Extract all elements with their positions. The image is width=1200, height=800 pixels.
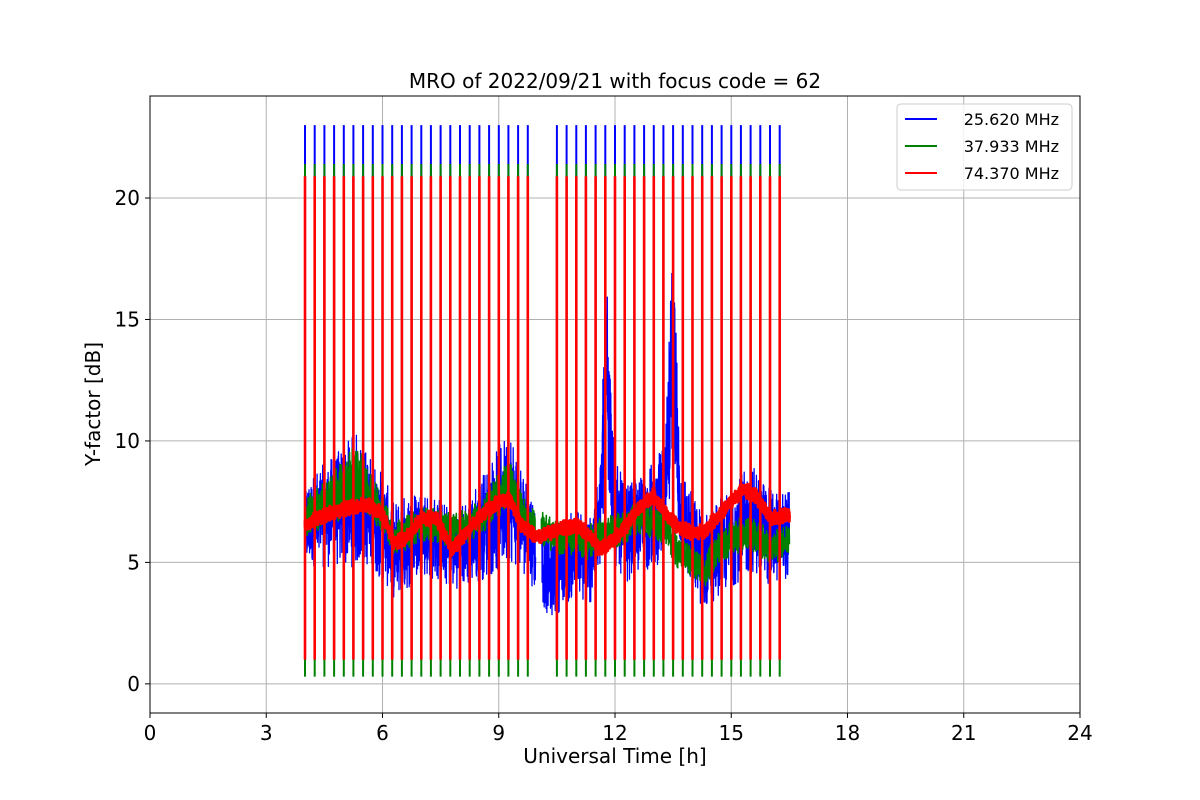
x-tick-label: 24 <box>1067 721 1092 745</box>
axis-ticks: 0 3 6 9 12 15 18 21 24 0 5 10 15 20 <box>115 186 1093 745</box>
y-axis-label: Y-factor [dB] <box>81 342 105 467</box>
x-tick-label: 9 <box>492 721 505 745</box>
x-tick-label: 3 <box>260 721 273 745</box>
legend-box <box>896 103 1073 191</box>
legend-label: 25.620 MHz <box>964 110 1059 129</box>
y-tick-label: 20 <box>115 186 140 210</box>
y-tick-label: 15 <box>115 307 140 331</box>
x-tick-label: 0 <box>144 721 157 745</box>
y-tick-label: 10 <box>115 429 140 453</box>
x-tick-label: 6 <box>376 721 389 745</box>
y-tick-label: 5 <box>127 550 140 574</box>
series-74-370-MHz <box>303 176 791 660</box>
y-tick-label: 0 <box>127 672 140 696</box>
x-tick-label: 18 <box>835 721 860 745</box>
x-tick-label: 15 <box>719 721 744 745</box>
chart-title: MRO of 2022/09/21 with focus code = 62 <box>409 69 821 93</box>
x-tick-label: 21 <box>951 721 976 745</box>
legend-label: 37.933 MHz <box>964 137 1059 156</box>
legend: 25.620 MHz 37.933 MHz 74.370 MHz <box>896 103 1073 191</box>
plot-area <box>303 125 791 677</box>
x-tick-label: 12 <box>602 721 627 745</box>
x-axis-label: Universal Time [h] <box>523 744 706 768</box>
legend-label: 74.370 MHz <box>964 164 1059 183</box>
